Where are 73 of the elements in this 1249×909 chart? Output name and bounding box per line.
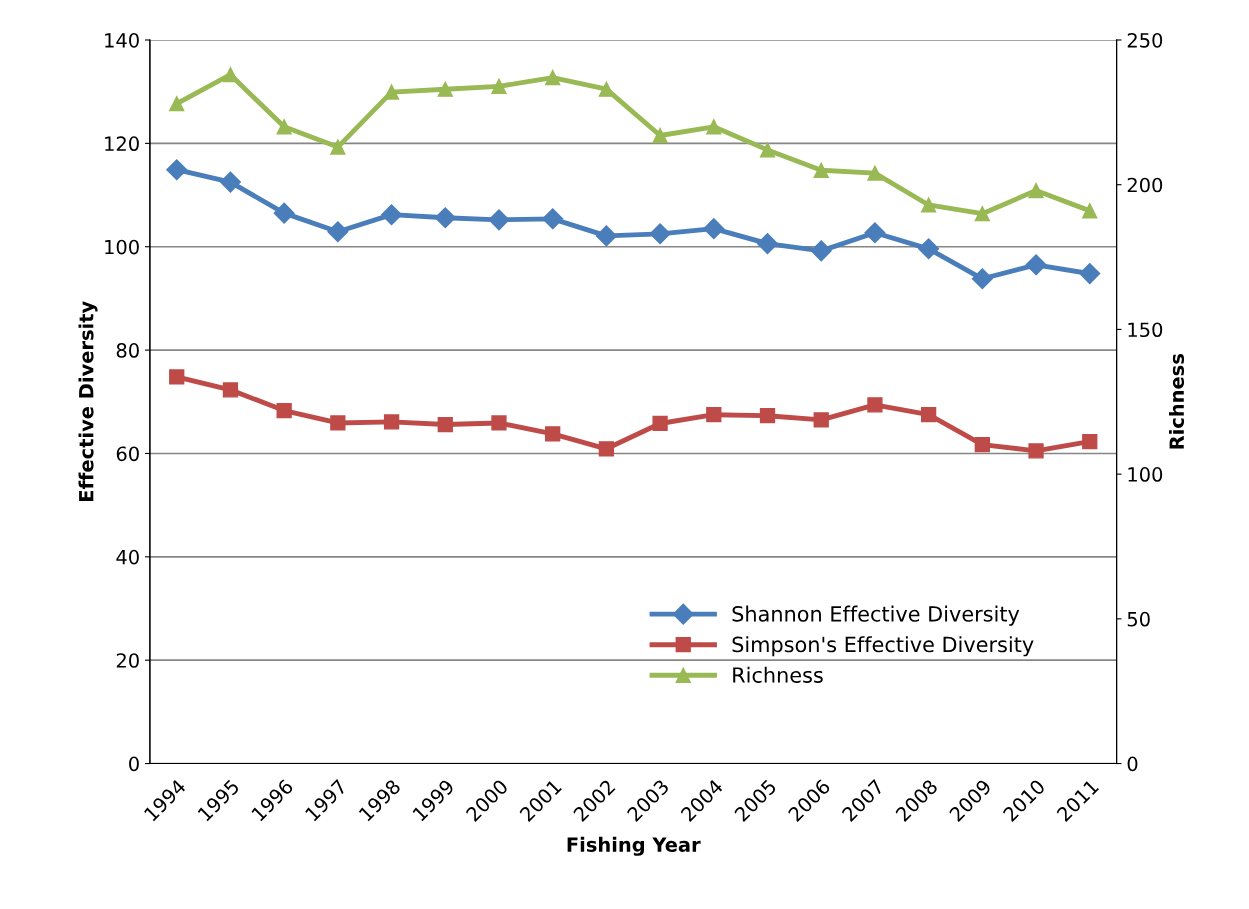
y-tick-label: 20 [116,653,139,668]
y-tick-label: 100 [105,239,139,255]
y-tick-label: 80 [116,343,139,358]
point [1082,203,1098,219]
x-axis-title: Fishing Year [567,836,701,856]
point [813,162,829,178]
point [491,78,507,94]
y-tick-label: 60 [116,446,139,462]
point [706,407,722,423]
point [488,209,510,231]
y-tick-label: 40 [116,549,139,565]
point [974,206,990,222]
legend-label: Richness [733,666,823,683]
legend-label: Shannon Effective Diversity [732,605,1020,626]
point [222,382,239,398]
point [971,268,993,290]
legend-label: Simpson's Effective Diversity [732,636,1034,657]
point [219,171,241,193]
point [273,202,295,224]
point [383,414,400,430]
y-axis-title: Effective Diversity [78,301,98,501]
point [703,218,725,240]
point [649,223,671,245]
y-tick-label: 140 [105,32,139,48]
point [1082,433,1098,450]
point [920,197,937,213]
point [327,221,349,243]
point [383,84,400,100]
y2-axis-title: Richness [1169,354,1185,449]
point [437,81,453,97]
y-tick-label: 0 [129,756,139,772]
point [166,159,188,181]
point [867,165,883,181]
point [1028,182,1044,199]
point [706,119,722,135]
point [330,415,346,431]
point [652,127,668,144]
point [1079,263,1101,285]
y-tick-label: 120 [105,136,139,152]
point [330,139,346,155]
y2-tick-label: 50 [1127,611,1150,627]
point [545,426,561,442]
point [542,208,564,230]
point [595,225,617,247]
point [918,238,940,260]
y2-tick-label: 150 [1128,322,1163,338]
point [545,69,561,86]
point [222,67,239,83]
y2-tick-label: 250 [1127,32,1163,48]
point [652,415,668,432]
point [276,402,292,419]
point [169,96,185,112]
point [867,397,883,413]
point [756,233,779,255]
point [491,415,507,431]
point [169,369,185,385]
y2-tick-label: 0 [1127,756,1138,772]
y2-tick-label: 200 [1127,177,1163,193]
point [1028,443,1044,459]
point [920,407,937,423]
y2-tick-label: 100 [1128,467,1163,482]
point [1025,254,1047,276]
point [276,119,292,135]
point [810,240,832,262]
point [864,222,886,244]
point [434,207,456,229]
point [598,441,615,457]
point [381,204,403,226]
point [974,437,990,453]
point [813,412,829,428]
point [437,416,453,433]
point [759,142,776,158]
point [759,408,776,424]
